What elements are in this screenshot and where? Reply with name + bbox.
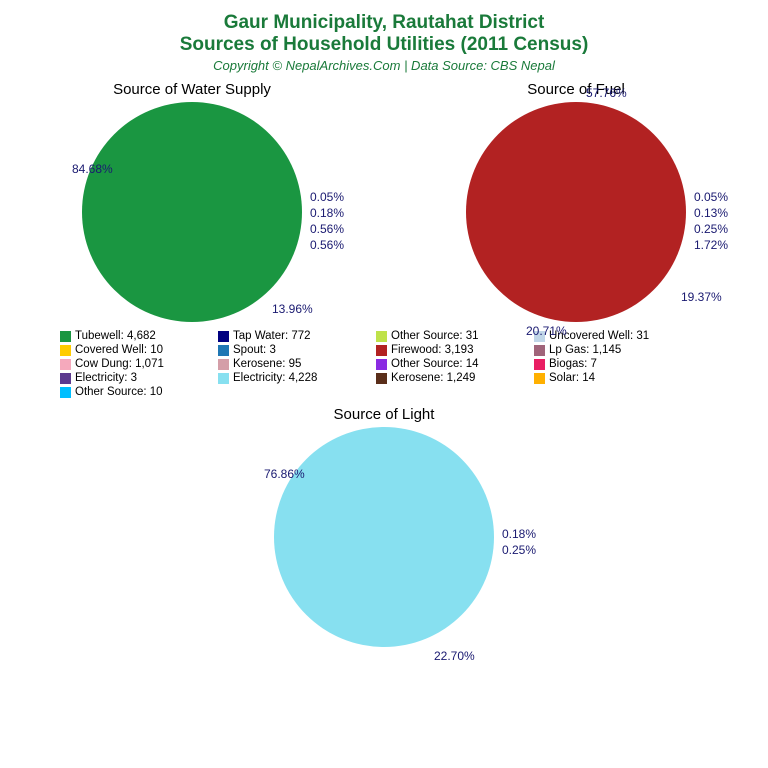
legend-swatch — [218, 359, 229, 370]
legend-text: Kerosene: 95 — [233, 358, 301, 370]
water-chart-title: Source of Water Supply — [7, 81, 377, 98]
legend-item: Firewood: 3,193 — [376, 344, 524, 356]
legend-swatch — [218, 345, 229, 356]
legend-swatch — [60, 359, 71, 370]
legend-text: Kerosene: 1,249 — [391, 372, 475, 384]
legend-item: Other Source: 14 — [376, 358, 524, 370]
subtitle: Copyright © NepalArchives.Com | Data Sou… — [0, 58, 768, 73]
legend-text: Solar: 14 — [549, 372, 595, 384]
legend-text: Covered Well: 10 — [75, 344, 163, 356]
legend-swatch — [534, 373, 545, 384]
legend-item: Kerosene: 1,249 — [376, 372, 524, 384]
legend-swatch — [60, 387, 71, 398]
legend-text: Tubewell: 4,682 — [75, 330, 156, 342]
legend-item: Kerosene: 95 — [218, 358, 366, 370]
top-charts-row: Source of Water Supply 84.68%0.05%0.18%0… — [0, 81, 768, 322]
pct-label: 76.86% — [264, 467, 305, 481]
legend-item: Other Source: 10 — [60, 386, 208, 398]
legend-item: Electricity: 3 — [60, 372, 208, 384]
legend-item: Electricity: 4,228 — [218, 372, 366, 384]
title-line2: Sources of Household Utilities (2011 Cen… — [0, 34, 768, 56]
legend-item: Biogas: 7 — [534, 358, 682, 370]
legend-text: Electricity: 4,228 — [233, 372, 317, 384]
light-chart-title: Source of Light — [199, 406, 569, 423]
legend-text: Other Source: 31 — [391, 330, 479, 342]
light-pie — [274, 427, 494, 647]
pct-label: 0.13% — [694, 206, 728, 220]
legend-text: Other Source: 10 — [75, 386, 163, 398]
pct-label: 0.05% — [310, 190, 344, 204]
pct-label: 0.18% — [310, 206, 344, 220]
legend-text: Cow Dung: 1,071 — [75, 358, 164, 370]
legend-text: Other Source: 14 — [391, 358, 479, 370]
pct-label: 20.71% — [526, 324, 567, 338]
pct-label: 0.56% — [310, 238, 344, 252]
light-pie-wrap: 76.86%0.18%0.25%22.70% — [274, 427, 494, 647]
title-line1: Gaur Municipality, Rautahat District — [0, 12, 768, 34]
legend-item: Tap Water: 772 — [218, 330, 366, 342]
legend: Tubewell: 4,682 Tap Water: 772 Other Sourc… — [60, 330, 728, 400]
pct-label: 1.72% — [694, 238, 728, 252]
fuel-chart-block: Source of Fuel 57.76%0.05%0.13%0.25%1.72… — [391, 81, 761, 322]
pct-label: 13.96% — [272, 302, 313, 316]
legend-text: Spout: 3 — [233, 344, 276, 356]
pct-label: 0.18% — [502, 527, 536, 541]
header: Gaur Municipality, Rautahat District Sou… — [0, 0, 768, 73]
legend-text: Lp Gas: 1,145 — [549, 344, 621, 356]
pct-label: 0.56% — [310, 222, 344, 236]
water-chart-block: Source of Water Supply 84.68%0.05%0.18%0… — [7, 81, 377, 322]
legend-text: Electricity: 3 — [75, 372, 137, 384]
fuel-pie-wrap: 57.76%0.05%0.13%0.25%1.72%19.37%20.71% — [466, 102, 686, 322]
legend-swatch — [218, 373, 229, 384]
pct-label: 19.37% — [681, 290, 722, 304]
fuel-chart-title: Source of Fuel — [391, 81, 761, 98]
water-pie — [82, 102, 302, 322]
legend-swatch — [534, 345, 545, 356]
pct-label: 22.70% — [434, 649, 475, 663]
light-chart-block: Source of Light 76.86%0.18%0.25%22.70% — [199, 406, 569, 647]
pct-label: 84.68% — [72, 162, 113, 176]
legend-swatch — [60, 373, 71, 384]
legend-swatch — [376, 373, 387, 384]
legend-swatch — [534, 359, 545, 370]
legend-swatch — [376, 331, 387, 342]
legend-swatch — [60, 345, 71, 356]
legend-item: Tubewell: 4,682 — [60, 330, 208, 342]
legend-item: Covered Well: 10 — [60, 344, 208, 356]
legend-swatch — [376, 359, 387, 370]
pct-label: 57.76% — [586, 86, 627, 100]
legend-text: Firewood: 3,193 — [391, 344, 473, 356]
legend-item: Spout: 3 — [218, 344, 366, 356]
legend-swatch — [376, 345, 387, 356]
legend-item: Other Source: 31 — [376, 330, 524, 342]
legend-text: Tap Water: 772 — [233, 330, 311, 342]
legend-item: Lp Gas: 1,145 — [534, 344, 682, 356]
legend-item: Solar: 14 — [534, 372, 682, 384]
fuel-pie — [466, 102, 686, 322]
legend-swatch — [218, 331, 229, 342]
pct-label: 0.25% — [694, 222, 728, 236]
water-pie-wrap: 84.68%0.05%0.18%0.56%0.56%13.96% — [82, 102, 302, 322]
legend-swatch — [60, 331, 71, 342]
pct-label: 0.25% — [502, 543, 536, 557]
legend-text: Biogas: 7 — [549, 358, 597, 370]
legend-item: Cow Dung: 1,071 — [60, 358, 208, 370]
pct-label: 0.05% — [694, 190, 728, 204]
